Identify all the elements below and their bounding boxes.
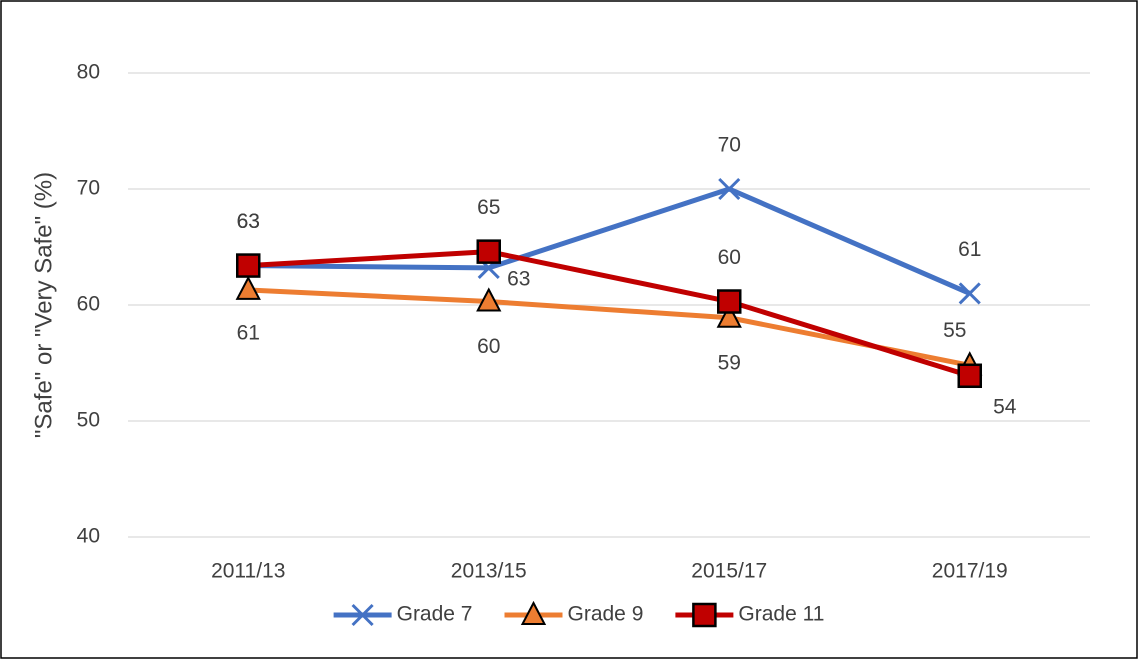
marker <box>957 363 982 389</box>
data-label: 60 <box>718 246 741 269</box>
y-tick-label: 70 <box>77 177 100 200</box>
line <box>248 249 971 379</box>
legend-label: Grade 11 <box>738 603 824 626</box>
y-axis-title: "Safe" or "Very Safe" (%) <box>30 172 57 438</box>
y-tick-label: 60 <box>77 293 100 316</box>
marker <box>235 275 261 300</box>
x-tick-label: 2017/19 <box>932 560 1008 583</box>
legend: Grade 7 Grade 9 Grade 11 <box>333 600 824 628</box>
data-label: 61 <box>237 321 260 344</box>
marker <box>236 253 261 278</box>
marker <box>717 289 742 314</box>
legend-marker <box>351 603 374 627</box>
data-label: 63 <box>507 267 530 290</box>
data-label: 63 <box>237 210 260 233</box>
y-tick-label: 50 <box>77 409 100 432</box>
data-label: 60 <box>477 335 500 358</box>
x-tick-label: 2011/13 <box>211 560 285 583</box>
legend-marker <box>692 602 717 628</box>
marker <box>476 239 501 264</box>
data-label: 63 <box>237 210 260 233</box>
marker <box>958 282 981 305</box>
x-tick-label: 2013/15 <box>451 560 527 583</box>
line <box>248 287 971 368</box>
x-tick-label: 2015/17 <box>691 560 767 583</box>
legend-marker <box>520 600 547 625</box>
marker <box>476 287 502 312</box>
data-label: 70 <box>718 134 741 157</box>
series <box>236 239 982 389</box>
data-label: 55 <box>943 319 966 342</box>
data-label: 65 <box>477 196 500 219</box>
data-label: 59 <box>718 351 741 374</box>
data-label: 61 <box>958 238 981 261</box>
y-tick-label: 40 <box>77 525 100 548</box>
marker <box>718 177 741 201</box>
data-label: 54 <box>993 395 1017 418</box>
line <box>248 186 971 296</box>
legend-label: Grade 9 <box>568 603 644 626</box>
y-tick-label: 80 <box>77 61 100 84</box>
legend-label: Grade 7 <box>397 603 473 626</box>
marker <box>716 303 742 328</box>
